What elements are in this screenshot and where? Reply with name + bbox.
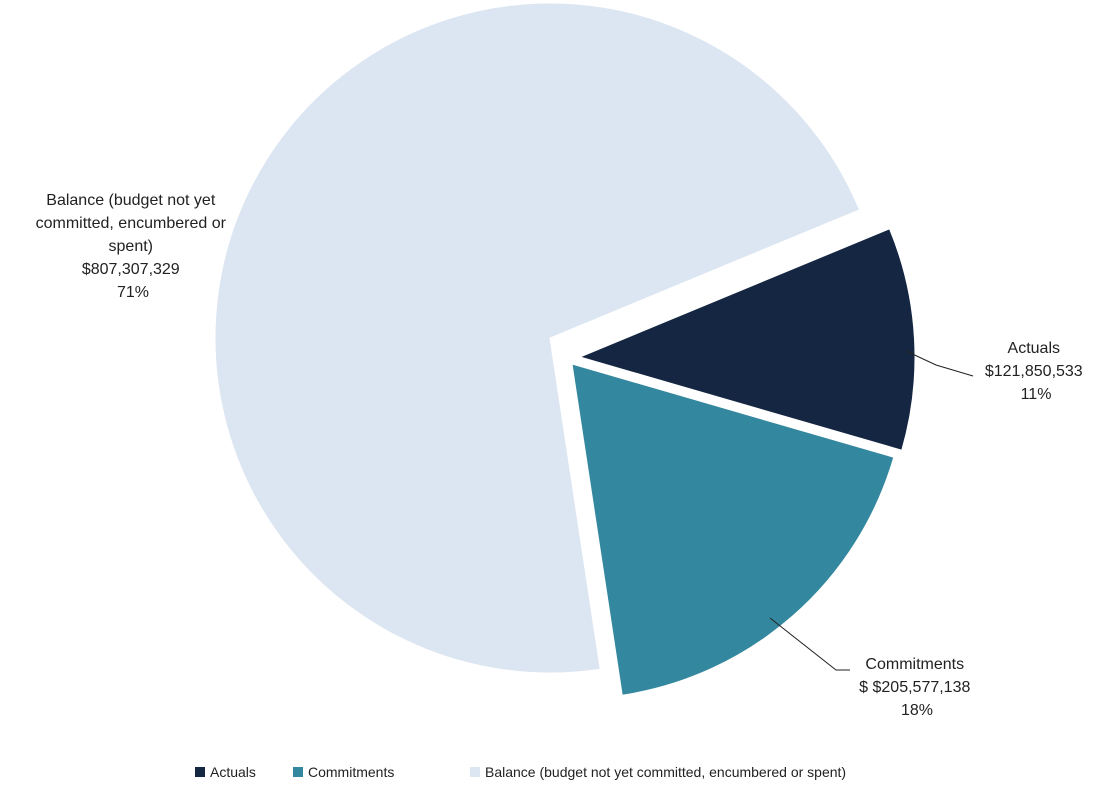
pie-slices <box>214 2 916 696</box>
leader-line-commitments <box>769 617 850 671</box>
leader-lines <box>769 350 974 671</box>
pie-slice-commitments <box>571 363 895 696</box>
pie-slice-actuals <box>578 228 916 451</box>
legend-swatch-balance <box>470 767 480 777</box>
legend-label-balance: Balance (budget not yet committed, encum… <box>485 764 846 780</box>
legend-label-actuals: Actuals <box>210 764 256 780</box>
pie-slice-balance <box>214 2 861 674</box>
data-label-actuals: Actuals $121,850,533 11% <box>985 340 1087 403</box>
legend-item-commitments: Commitments <box>293 764 394 780</box>
data-labels: Actuals $121,850,533 11% Commitments $ $… <box>36 192 1087 719</box>
leader-line-actuals <box>905 350 974 377</box>
legend: Actuals Commitments Balance (budget not … <box>195 764 846 780</box>
legend-swatch-commitments <box>293 767 303 777</box>
legend-label-commitments: Commitments <box>308 764 394 780</box>
data-label-balance: Balance (budget not yet committed, encum… <box>36 192 231 301</box>
legend-swatch-actuals <box>195 767 205 777</box>
legend-item-actuals: Actuals <box>195 764 256 780</box>
data-label-commitments: Commitments $ $205,577,138 18% <box>859 656 975 719</box>
legend-item-balance: Balance (budget not yet committed, encum… <box>470 764 846 780</box>
